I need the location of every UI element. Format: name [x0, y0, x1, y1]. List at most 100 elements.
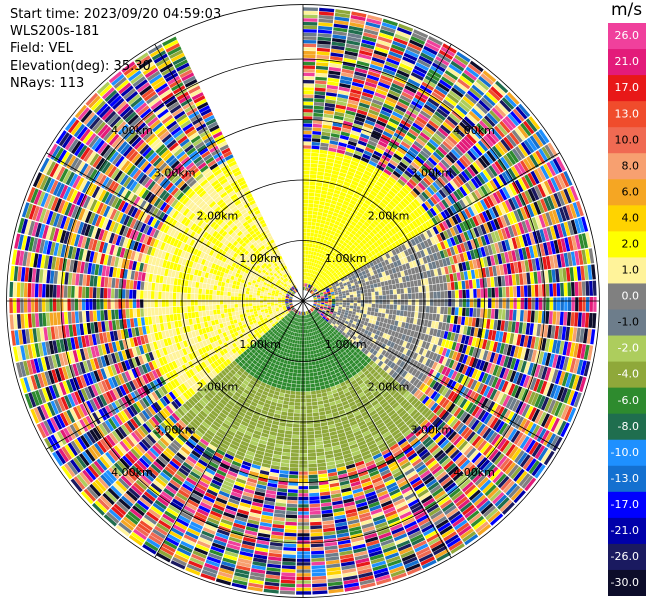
range-gate — [411, 100, 423, 110]
range-gate — [429, 444, 439, 454]
range-gate — [292, 350, 296, 355]
range-gate — [403, 429, 412, 438]
range-gate — [413, 244, 420, 253]
range-gate — [416, 91, 429, 100]
range-gate — [488, 207, 496, 219]
range-gate — [337, 145, 347, 151]
range-gate — [523, 310, 528, 322]
range-gate — [571, 297, 575, 312]
range-gate — [517, 143, 529, 157]
range-gate — [327, 258, 332, 263]
range-gate — [545, 352, 552, 367]
range-gate — [432, 151, 443, 161]
range-gate — [310, 285, 314, 290]
range-gate — [408, 498, 420, 508]
range-gate — [587, 345, 594, 361]
range-gate — [519, 454, 531, 468]
range-gate — [330, 219, 336, 224]
range-gate — [345, 230, 351, 236]
range-gate — [363, 123, 374, 130]
range-gate — [351, 254, 357, 260]
range-gate — [369, 64, 383, 71]
range-gate — [463, 231, 470, 241]
range-gate — [343, 257, 349, 262]
range-gate — [336, 277, 341, 282]
range-gate — [439, 314, 444, 322]
range-gate — [534, 185, 543, 199]
range-gate — [326, 84, 339, 90]
range-gate — [556, 254, 562, 268]
range-gate — [452, 451, 463, 462]
range-gate — [436, 551, 451, 562]
range-gate — [348, 137, 358, 143]
range-gate — [450, 370, 458, 380]
range-gate — [333, 189, 341, 195]
range-gate — [411, 220, 419, 228]
range-gate — [469, 217, 476, 228]
range-gate — [492, 192, 501, 204]
range-gate — [287, 489, 298, 493]
range-gate — [314, 196, 320, 201]
range-gate — [379, 267, 385, 273]
range-gate — [367, 112, 378, 120]
range-gate — [311, 307, 315, 310]
range-gate — [327, 81, 339, 87]
range-gate — [473, 288, 477, 298]
range-gate — [503, 356, 510, 368]
range-gate — [311, 273, 314, 278]
range-gate — [513, 164, 524, 177]
range-gate — [316, 237, 321, 242]
range-gate — [413, 400, 422, 409]
range-gate — [345, 310, 349, 313]
range-gate — [280, 466, 290, 471]
range-gate — [552, 354, 559, 368]
range-gate — [303, 47, 316, 51]
range-gate — [468, 489, 481, 501]
range-gate — [372, 53, 387, 61]
range-gate — [312, 270, 316, 275]
range-gate — [396, 259, 402, 266]
range-gate — [447, 403, 456, 413]
range-gate — [383, 451, 393, 459]
range-gate — [547, 399, 556, 414]
range-gate — [310, 317, 313, 321]
range-gate — [448, 217, 456, 227]
range-gate — [309, 276, 312, 281]
range-gate — [422, 222, 429, 231]
range-gate — [385, 406, 394, 414]
range-gate — [370, 60, 384, 68]
range-gate — [330, 48, 344, 54]
range-gate — [361, 39, 376, 46]
range-gate — [303, 123, 313, 127]
range-gate — [361, 256, 367, 262]
range-gate — [476, 423, 486, 435]
range-gate — [473, 494, 486, 507]
range-gate — [306, 344, 310, 348]
range-gate — [411, 324, 417, 331]
range-gate — [494, 160, 504, 173]
range-gate — [504, 226, 511, 239]
range-gate — [313, 315, 316, 319]
range-gate — [328, 245, 333, 250]
range-gate — [326, 195, 333, 200]
range-gate — [296, 587, 312, 591]
range-gate — [322, 343, 326, 347]
range-gate — [556, 174, 566, 189]
range-gate — [462, 413, 471, 424]
range-gate — [276, 369, 282, 374]
range-gate — [359, 218, 366, 224]
range-gate — [579, 328, 585, 343]
range-gate — [534, 410, 544, 424]
range-gate — [586, 328, 592, 344]
range-gate — [567, 236, 574, 251]
range-gate — [438, 105, 451, 115]
range-gate — [473, 81, 487, 94]
range-gate — [363, 150, 373, 157]
range-gate — [426, 141, 437, 151]
range-gate — [311, 225, 316, 230]
range-gate — [313, 301, 318, 303]
range-gate — [441, 528, 455, 539]
range-gate — [535, 297, 539, 310]
range-gate — [393, 350, 399, 357]
range-gate — [351, 180, 359, 187]
